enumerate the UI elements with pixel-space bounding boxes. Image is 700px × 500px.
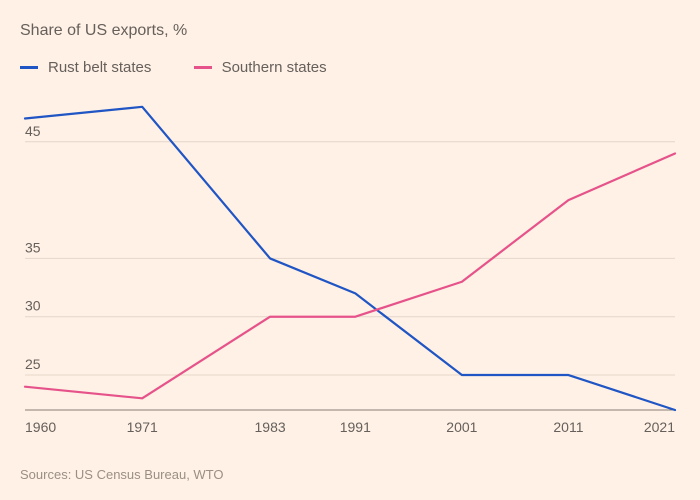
series-south-line bbox=[25, 153, 675, 398]
sources-text: Sources: US Census Bureau, WTO bbox=[20, 467, 224, 482]
legend-swatch-south bbox=[194, 66, 212, 69]
y-tick-label: 35 bbox=[25, 239, 41, 255]
y-tick-label: 25 bbox=[25, 356, 41, 372]
x-tick-label: 2001 bbox=[446, 419, 477, 435]
legend-item-rust: Rust belt states bbox=[20, 59, 151, 76]
y-gridlines bbox=[25, 142, 675, 375]
legend-label-rust: Rust belt states bbox=[48, 59, 151, 76]
x-axis-labels: 1960 1971 1983 1991 2001 2011 2021 bbox=[25, 419, 675, 435]
chart-subtitle: Share of US exports, % bbox=[20, 22, 187, 40]
legend: Rust belt states Southern states bbox=[20, 56, 365, 76]
x-tick-label: 1983 bbox=[255, 419, 286, 435]
x-tick-label: 1960 bbox=[25, 419, 56, 435]
y-tick-label: 45 bbox=[25, 123, 41, 139]
chart-container: Share of US exports, % Rust belt states … bbox=[0, 0, 700, 500]
x-tick-label: 1991 bbox=[340, 419, 371, 435]
x-tick-label: 2011 bbox=[553, 419, 583, 435]
legend-swatch-rust bbox=[20, 66, 38, 69]
y-tick-label: 30 bbox=[25, 298, 41, 314]
x-tick-label: 1971 bbox=[127, 419, 158, 435]
legend-item-south: Southern states bbox=[194, 59, 327, 76]
x-tick-label: 2021 bbox=[644, 419, 675, 435]
plot-area: 25 30 35 45 1960 1971 1983 1991 2001 2011 2021 bbox=[20, 95, 680, 440]
legend-label-south: Southern states bbox=[222, 59, 327, 76]
y-axis-labels: 25 30 35 45 bbox=[25, 123, 41, 372]
